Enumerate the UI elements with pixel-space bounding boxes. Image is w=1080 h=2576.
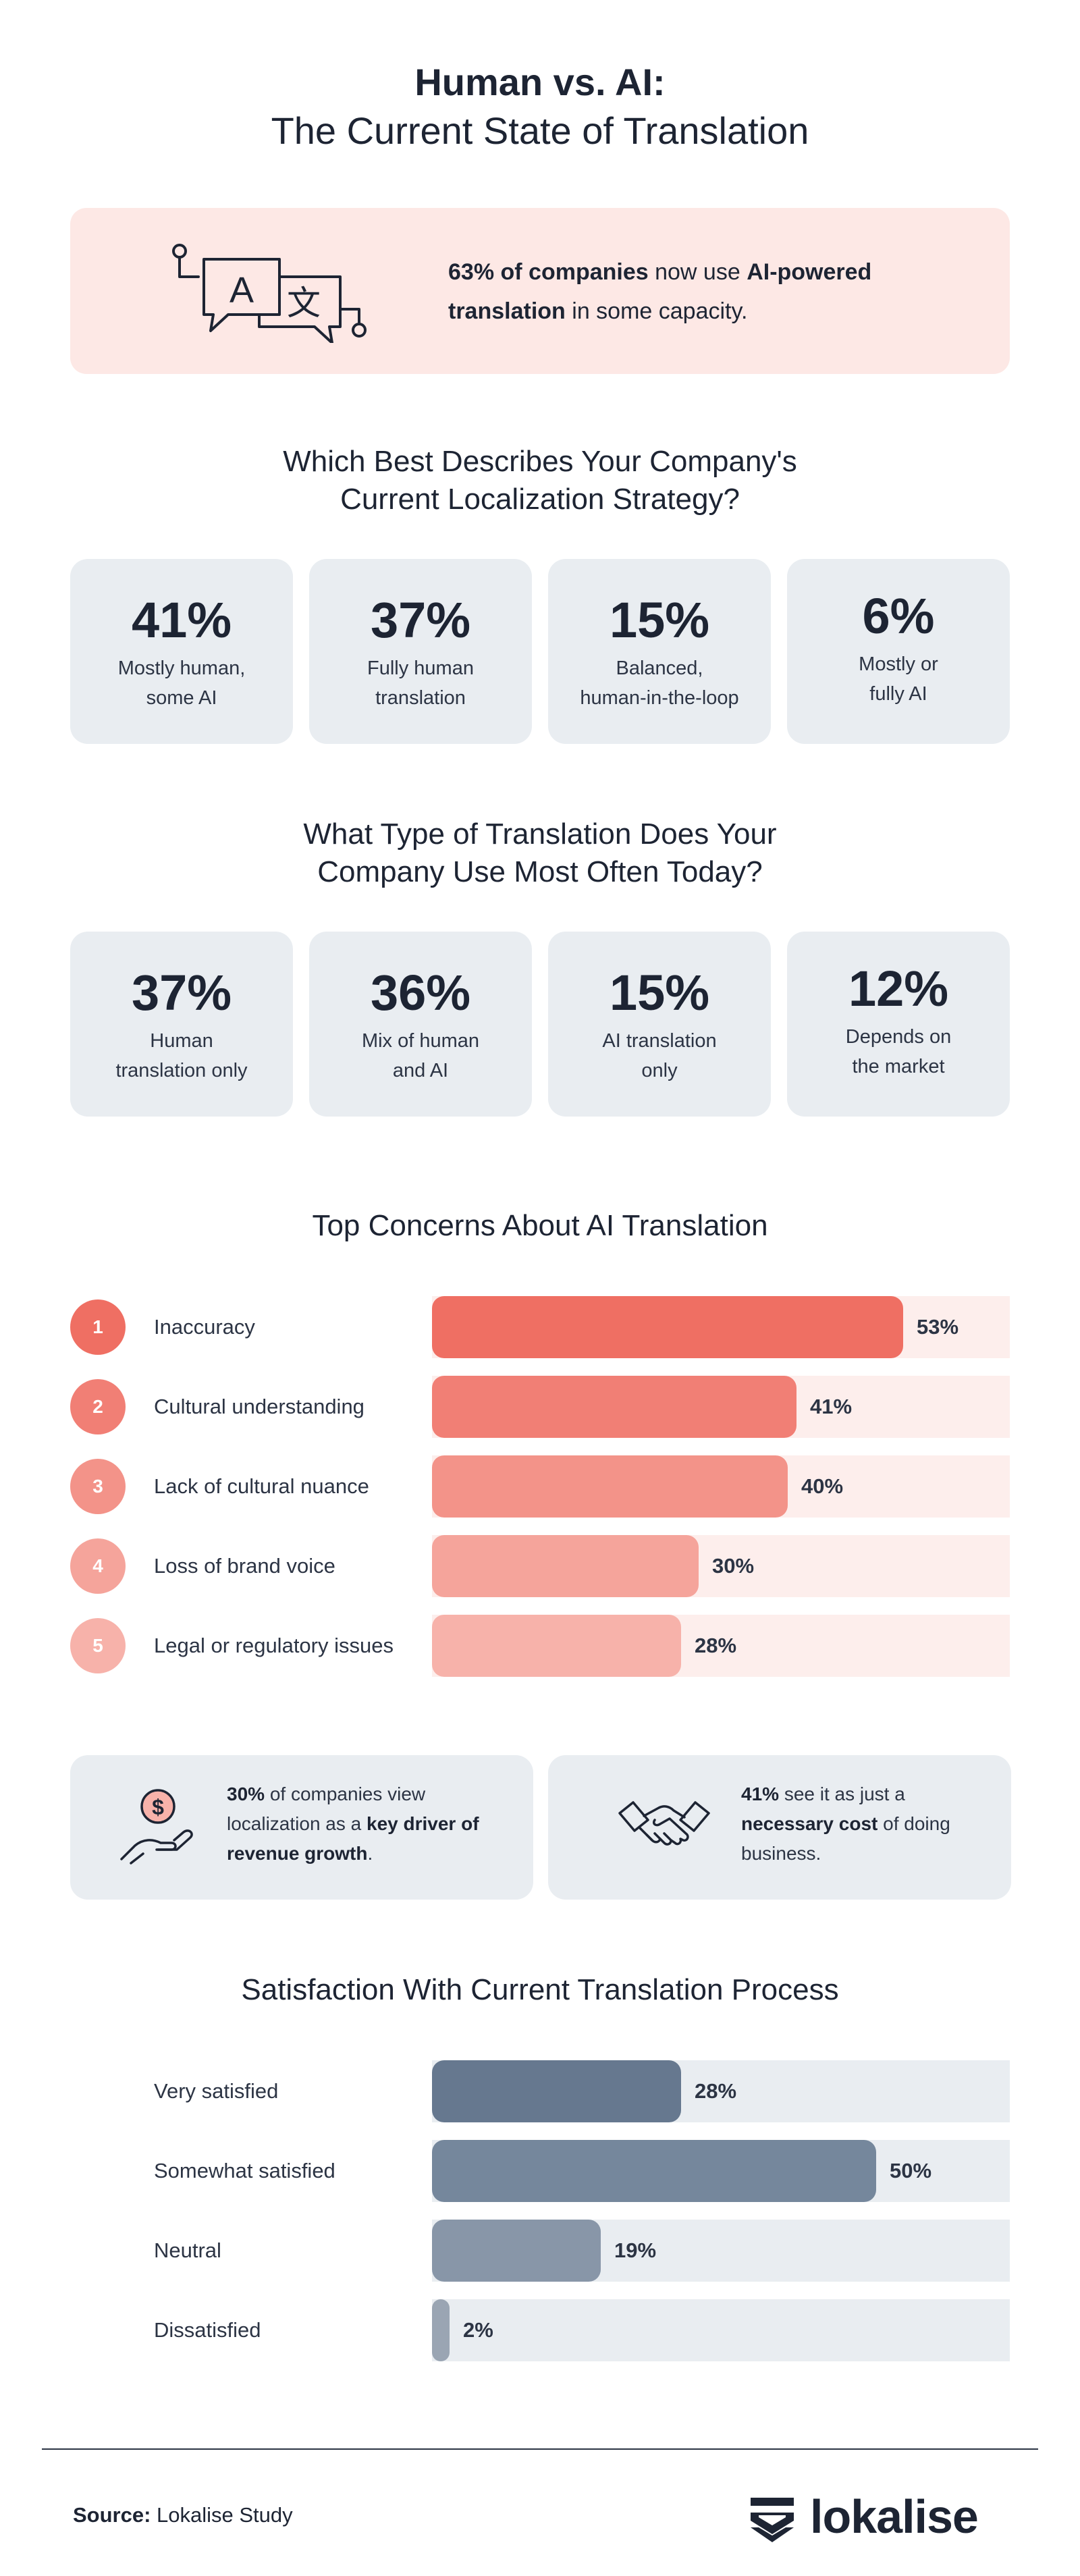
concern-label: Legal or regulatory issues <box>154 1634 394 1657</box>
rank-badge: 5 <box>70 1618 126 1673</box>
stat-percent: 15% <box>609 965 710 1021</box>
stat-label: Balanced, human-in-the-loop <box>580 658 739 709</box>
stat-label: Fully human translation <box>367 658 474 709</box>
callout-plain-1: now use <box>648 259 747 285</box>
stat-label: Human translation only <box>115 1030 248 1081</box>
bar-value-label: 40% <box>801 1474 844 1498</box>
rank-badge: 3 <box>70 1459 126 1514</box>
satisfaction-label: Dissatisfied <box>154 2318 261 2342</box>
concern-label: Cultural understanding <box>154 1395 364 1418</box>
concerns-heading: Top Concerns About AI Translation <box>312 1209 768 1242</box>
stat-percent: 15% <box>609 592 710 648</box>
satisfaction-bar <box>432 2140 876 2202</box>
concern-bar <box>432 1376 796 1438</box>
necessary-cost-text: 41% see it as just a necessary cost of d… <box>741 1783 950 1864</box>
concern-bar <box>432 1615 681 1677</box>
stat-label: Mix of human and AI <box>361 1030 480 1081</box>
bar-value-label: 53% <box>917 1315 959 1339</box>
concern-bar <box>432 1455 788 1518</box>
translation-type-heading-line-1: What Type of Translation Does Your <box>303 817 777 851</box>
concern-label: Lack of cultural nuance <box>154 1474 369 1498</box>
callout-plain-2: in some capacity. <box>565 298 748 324</box>
strategy-card: 37% Fully human translation <box>309 559 532 744</box>
concern-bar <box>432 1535 699 1597</box>
callout-bold-1: 63% of companies <box>448 259 649 285</box>
translation-chat-icon: A 文 <box>172 244 367 343</box>
bar-value-label: 28% <box>695 1634 737 1657</box>
strategy-heading-line-2: Current Localization Strategy? <box>340 483 740 516</box>
strategy-heading-line-1: Which Best Describes Your Company's <box>283 445 797 478</box>
bar-value-label: 2% <box>463 2318 493 2342</box>
translation-type-heading-line-2: Company Use Most Often Today? <box>317 855 763 888</box>
strategy-card: 6% Mostly or fully AI <box>787 559 1010 744</box>
source-note: Source: Lokalise Study <box>73 2502 293 2529</box>
bar-value-label: 28% <box>695 2079 737 2103</box>
revenue-driver-text: 30% of companies view localization as a … <box>227 1783 479 1864</box>
revenue-driver-card: $ 30% of companies view localization as … <box>70 1755 533 1900</box>
page-title: Human vs. AI: The Current State of Trans… <box>0 58 1080 155</box>
stat-percent: 36% <box>370 965 471 1021</box>
satisfaction-label: Very satisfied <box>154 2079 279 2103</box>
bar-value-label: 50% <box>890 2159 932 2182</box>
stat-percent: 37% <box>370 592 471 648</box>
source-value: Lokalise Study <box>151 2503 293 2527</box>
satisfaction-bar <box>432 2220 601 2282</box>
callout-bold-2: AI-powered translation <box>448 259 872 324</box>
stat-percent: 12% <box>848 961 949 1017</box>
necessary-cost-card: 41% see it as just a necessary cost of d… <box>548 1755 1011 1900</box>
satisfaction-heading: Satisfaction With Current Translation Pr… <box>241 1973 839 2006</box>
concern-label: Loss of brand voice <box>154 1554 335 1578</box>
strategy-card: 41% Mostly human, some AI <box>70 559 293 744</box>
bar-value-label: 41% <box>810 1395 853 1418</box>
rank-badge: 2 <box>70 1379 126 1434</box>
hand-dollar-icon: $ <box>120 1789 193 1864</box>
strategy-card: 15% Balanced, human-in-the-loop <box>548 559 771 744</box>
title-line-2: The Current State of Translation <box>271 109 809 152</box>
svg-text:A: A <box>230 270 254 311</box>
stat-percent: 6% <box>862 588 935 644</box>
concern-bar <box>432 1296 903 1358</box>
translation-type-card: 37% Human translation only <box>70 932 293 1117</box>
callout-text: 63% of companies now use AI-powered tran… <box>448 252 961 331</box>
bar-value-label: 30% <box>712 1554 755 1578</box>
source-label: Source: <box>73 2503 151 2527</box>
handshake-icon <box>618 1801 710 1846</box>
logo-text: lokalise <box>810 2490 979 2543</box>
stat-label: AI translation only <box>602 1030 717 1081</box>
stat-label: Mostly or fully AI <box>859 653 938 705</box>
rank-badge: 1 <box>70 1299 126 1355</box>
rank-badge: 4 <box>70 1538 126 1594</box>
strategy-heading: Which Best Describes Your Company's Curr… <box>0 443 1080 518</box>
title-line-1: Human vs. AI: <box>414 61 666 103</box>
satisfaction-label: Somewhat satisfied <box>154 2159 335 2182</box>
footer-divider <box>42 2448 1038 2450</box>
stat-label: Mostly human, some AI <box>117 658 246 709</box>
satisfaction-label: Neutral <box>154 2238 221 2262</box>
lokalise-logo-icon <box>751 2498 794 2542</box>
translation-type-card: 12% Depends on the market <box>787 932 1010 1117</box>
bar-track <box>432 2299 1010 2361</box>
satisfaction-bar <box>432 2060 681 2122</box>
concern-label: Inaccuracy <box>154 1315 255 1339</box>
satisfaction-bar <box>432 2299 450 2361</box>
ai-usage-callout: A 文 63% of companies now use AI-powered … <box>70 208 1010 374</box>
svg-text:文: 文 <box>287 284 321 323</box>
translation-type-card: 36% Mix of human and AI <box>309 932 532 1117</box>
translation-type-heading: What Type of Translation Does Your Compa… <box>0 815 1080 891</box>
translation-type-card: 15% AI translation only <box>548 932 771 1117</box>
bar-value-label: 19% <box>614 2238 657 2262</box>
svg-text:$: $ <box>152 1795 164 1819</box>
stat-percent: 37% <box>131 965 232 1021</box>
stat-percent: 41% <box>131 592 232 648</box>
stat-label: Depends on the market <box>845 1026 952 1077</box>
